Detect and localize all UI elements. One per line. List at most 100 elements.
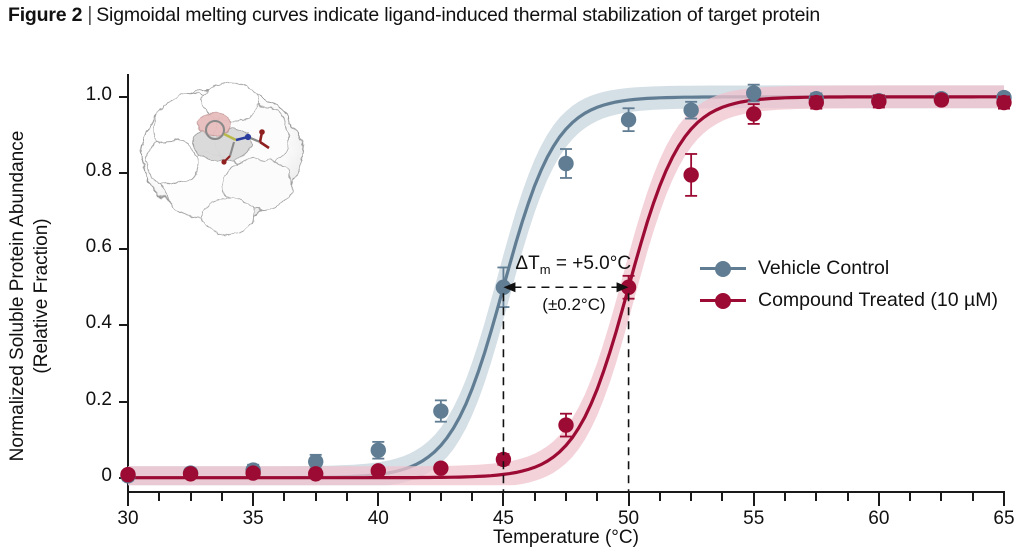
data-point-group <box>182 466 199 482</box>
data-point-group <box>683 100 699 120</box>
figure-caption: Sigmoidal melting curves indicate ligand… <box>96 4 821 26</box>
data-point-group <box>433 399 449 423</box>
x-tick-major <box>127 493 129 506</box>
x-tick-minor <box>565 493 567 501</box>
x-tick-minor <box>220 493 223 501</box>
data-point-group <box>370 463 386 479</box>
x-tick-minor <box>909 493 912 501</box>
data-point-marker[interactable] <box>746 106 762 122</box>
x-tick-minor <box>815 493 818 501</box>
legend-item-compound-treated[interactable]: Compound Treated (10 µM) <box>700 284 1020 316</box>
data-point-marker[interactable] <box>182 466 199 482</box>
data-point-marker[interactable] <box>433 460 449 476</box>
x-tick-minor <box>314 493 317 501</box>
data-point-group <box>558 148 574 179</box>
x-tick-minor <box>533 493 536 501</box>
x-tick-minor <box>596 493 599 501</box>
x-tick-label: 45 <box>492 508 514 529</box>
legend: Vehicle Control Compound Treated (10 µM) <box>700 252 1020 316</box>
y-tick-label: 0.6 <box>85 236 112 258</box>
data-point-marker[interactable] <box>558 417 574 433</box>
y-tick-label: 0.8 <box>85 160 112 181</box>
figure-title: Figure 2 | Sigmoidal melting curves indica… <box>8 2 1022 30</box>
title-separator: | <box>87 4 93 26</box>
x-tick-minor <box>189 493 192 501</box>
x-tick-label: 30 <box>117 508 139 529</box>
x-axis-spine <box>127 491 1005 493</box>
delta-tm-annotation: ΔTm = +5.0°C <box>515 253 631 277</box>
data-point-group <box>808 94 824 111</box>
x-tick-minor <box>940 493 943 501</box>
y-tick-label: 0.4 <box>85 312 112 334</box>
x-tick-minor <box>283 493 286 501</box>
data-point-marker[interactable] <box>245 465 261 481</box>
x-tick-major <box>752 493 755 506</box>
y-tick-label: 0 <box>101 464 112 486</box>
x-tick-major <box>252 493 255 506</box>
delta-tm-error-annotation: (±0.2°C) <box>542 295 606 315</box>
fit-curve <box>126 95 1006 480</box>
x-tick-minor <box>408 493 411 501</box>
x-tick-minor <box>439 493 442 501</box>
x-tick-minor <box>346 493 348 501</box>
ligand-molecule <box>204 119 270 165</box>
data-point-marker[interactable] <box>308 466 324 482</box>
x-axis-label: Temperature (°C) <box>493 527 639 548</box>
y-tick <box>119 95 128 98</box>
x-tick-label: 55 <box>743 508 765 529</box>
data-point-group <box>683 153 699 197</box>
melting-curves <box>120 83 1012 491</box>
y-tick-label: 1.0 <box>85 83 112 105</box>
x-tick-label: 35 <box>242 508 264 529</box>
y-axis-label: Normalized Soluble Protein Abundance (Re… <box>6 81 54 511</box>
delta-tm-indicator <box>502 282 630 491</box>
legend-item-vehicle-control[interactable]: Vehicle Control <box>700 252 1020 284</box>
y-tick-label: 0.2 <box>85 388 112 410</box>
y-tick <box>119 400 128 403</box>
figure-number: Figure 2 <box>8 4 83 26</box>
x-tick-major <box>502 493 505 506</box>
delta-tm-pre: ΔT <box>515 253 540 275</box>
x-tick-minor <box>971 493 974 501</box>
data-point-marker[interactable] <box>746 85 762 101</box>
y-axis-label-line2: (Relative Fraction) <box>31 218 52 374</box>
data-point-marker[interactable] <box>370 442 386 458</box>
data-point-group <box>120 466 136 483</box>
data-point-group <box>370 440 386 460</box>
data-point-marker[interactable] <box>120 466 136 483</box>
x-tick-label: 50 <box>617 508 640 529</box>
y-axis-spine <box>127 74 129 493</box>
delta-tm-subscript: m <box>539 262 551 278</box>
x-tick-major <box>627 493 630 506</box>
y-tick <box>119 172 128 174</box>
data-point-marker[interactable] <box>620 111 637 128</box>
data-point-group <box>996 94 1012 111</box>
data-point-group <box>433 460 449 476</box>
data-point-marker[interactable] <box>683 167 699 183</box>
x-tick-minor <box>784 493 786 501</box>
data-point-marker[interactable] <box>871 93 887 110</box>
y-axis-label-line1: Normalized Soluble Protein Abundance <box>7 130 28 462</box>
delta-tm-arrowhead-left <box>503 282 516 293</box>
x-tick-minor <box>471 493 474 501</box>
data-point-group <box>620 107 637 133</box>
data-point-group <box>558 412 574 438</box>
x-tick-major <box>877 493 880 506</box>
data-point-marker[interactable] <box>933 92 950 108</box>
data-point-marker[interactable] <box>683 102 699 118</box>
x-tick-minor <box>158 493 161 501</box>
data-point-marker[interactable] <box>996 94 1012 111</box>
x-tick-label: 60 <box>868 508 890 529</box>
x-tick-major <box>377 493 380 506</box>
data-point-marker[interactable] <box>808 94 824 111</box>
protein-structure-inset <box>136 66 308 242</box>
data-point-group <box>933 92 950 108</box>
data-point-marker[interactable] <box>370 463 386 479</box>
y-tick <box>119 324 128 327</box>
x-tick-major <box>1003 493 1005 506</box>
plot-area: 0 0.2 0.4 0.6 0.8 1.0 30 35 40 45 50 55 60 65 <box>0 30 1024 559</box>
x-tick-minor <box>658 493 661 501</box>
y-tick <box>119 248 128 251</box>
data-point-marker[interactable] <box>558 155 574 172</box>
data-point-marker[interactable] <box>433 403 449 419</box>
